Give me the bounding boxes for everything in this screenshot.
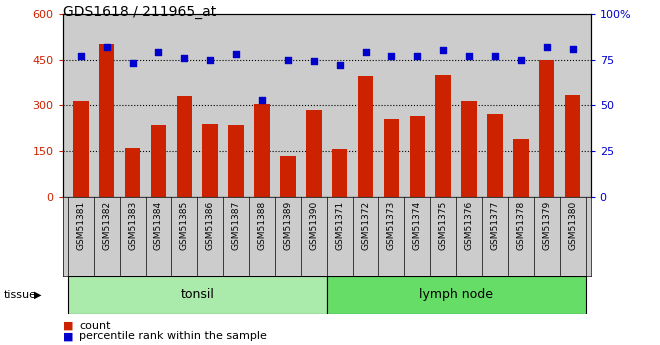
Point [412, 53, 422, 59]
Text: GDS1618 / 211965_at: GDS1618 / 211965_at [63, 5, 216, 19]
Text: ▶: ▶ [34, 290, 42, 300]
Bar [358, 76, 374, 197]
Text: GSM51371: GSM51371 [335, 201, 344, 250]
Text: GSM51388: GSM51388 [257, 201, 267, 250]
Point [568, 46, 578, 51]
Point [231, 51, 242, 57]
Point [541, 44, 552, 49]
Bar [254, 104, 270, 197]
Point [515, 57, 526, 62]
Bar [461, 101, 477, 197]
Bar [280, 156, 296, 197]
Bar [409, 116, 425, 197]
Text: tissue: tissue [3, 290, 36, 300]
Bar [125, 148, 141, 197]
Bar [539, 59, 554, 197]
Text: GSM51378: GSM51378 [516, 201, 525, 250]
Text: GSM51373: GSM51373 [387, 201, 396, 250]
Text: GSM51384: GSM51384 [154, 201, 163, 250]
Bar [513, 139, 529, 197]
Text: GSM51374: GSM51374 [412, 201, 422, 250]
Point [127, 60, 138, 66]
Text: GSM51381: GSM51381 [77, 201, 85, 250]
Point [308, 59, 319, 64]
Bar [228, 125, 244, 197]
Bar [99, 44, 114, 197]
Text: ■: ■ [63, 332, 73, 341]
Point [490, 53, 500, 59]
Point [179, 55, 189, 60]
Text: lymph node: lymph node [419, 288, 493, 302]
Bar [383, 119, 399, 197]
Point [335, 62, 345, 68]
Text: count: count [79, 321, 111, 331]
Text: GSM51372: GSM51372 [361, 201, 370, 250]
Text: GSM51383: GSM51383 [128, 201, 137, 250]
Bar [306, 110, 321, 197]
Point [75, 53, 86, 59]
Point [102, 44, 112, 49]
Text: GSM51389: GSM51389 [283, 201, 292, 250]
Text: GSM51377: GSM51377 [490, 201, 500, 250]
Text: GSM51390: GSM51390 [310, 201, 318, 250]
Text: GSM51385: GSM51385 [180, 201, 189, 250]
Text: GSM51375: GSM51375 [439, 201, 447, 250]
Point [386, 53, 397, 59]
Point [464, 53, 475, 59]
Point [153, 49, 164, 55]
Text: percentile rank within the sample: percentile rank within the sample [79, 332, 267, 341]
Point [360, 49, 371, 55]
Text: GSM51376: GSM51376 [465, 201, 474, 250]
Point [282, 57, 293, 62]
Bar [73, 101, 88, 197]
Bar [203, 124, 218, 197]
Bar [177, 96, 192, 197]
Text: tonsil: tonsil [180, 288, 214, 302]
Text: GSM51380: GSM51380 [568, 201, 577, 250]
Bar [150, 125, 166, 197]
Bar [327, 276, 585, 314]
Bar [565, 95, 580, 197]
Text: ■: ■ [63, 321, 73, 331]
Point [205, 57, 216, 62]
Bar [68, 276, 327, 314]
Point [257, 97, 267, 102]
Bar [487, 115, 503, 197]
Text: GSM51379: GSM51379 [543, 201, 551, 250]
Text: GSM51386: GSM51386 [206, 201, 214, 250]
Bar [436, 75, 451, 197]
Bar [332, 149, 347, 197]
Point [438, 48, 448, 53]
Text: GSM51387: GSM51387 [232, 201, 241, 250]
Text: GSM51382: GSM51382 [102, 201, 111, 250]
